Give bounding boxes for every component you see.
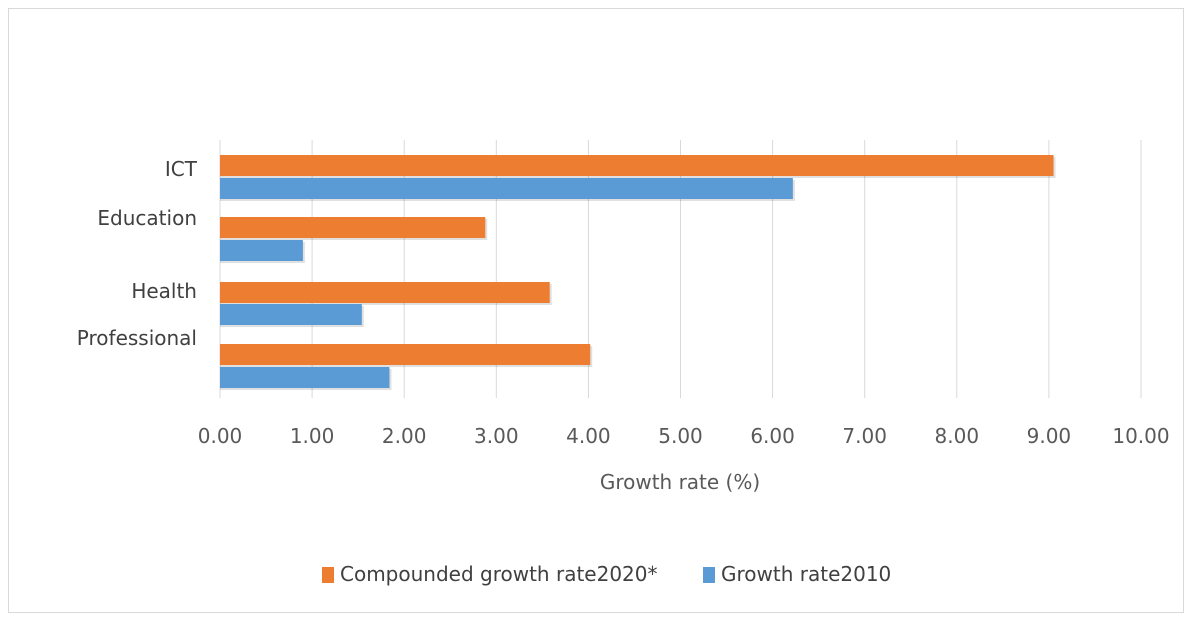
x-axis-title: Growth rate (%) <box>600 470 760 494</box>
legend-swatch-compounded <box>322 567 334 583</box>
x-tick-label: 6.00 <box>750 424 795 448</box>
legend-swatch-growth <box>703 567 715 583</box>
bar-growth-2010-professional <box>220 367 390 388</box>
x-tick-label: 1.00 <box>290 424 335 448</box>
category-label-health: Health <box>131 279 197 303</box>
category-label-education: Education <box>97 206 197 230</box>
bar-compounded-2020-ict <box>220 155 1054 176</box>
legend: Compounded growth rate2020* Growth rate2… <box>322 562 891 586</box>
x-tick-label: 9.00 <box>1027 424 1072 448</box>
x-tick-label: 7.00 <box>842 424 887 448</box>
legend-label-growth: Growth rate2010 <box>721 562 891 586</box>
bars <box>220 155 1056 390</box>
x-tick-label: 5.00 <box>658 424 703 448</box>
x-tick-label: 8.00 <box>935 424 980 448</box>
x-tick-label: 0.00 <box>198 424 243 448</box>
bar-growth-2010-education <box>220 240 303 261</box>
category-labels: ICT Education Health Professional <box>77 157 198 350</box>
chart-frame <box>8 8 1184 613</box>
bar-compounded-2020-professional <box>220 344 591 365</box>
category-label-ict: ICT <box>165 157 198 181</box>
bar-compounded-2020-health <box>220 282 550 303</box>
category-label-professional: Professional <box>77 326 197 350</box>
x-tick-labels: 0.00 1.00 2.00 3.00 4.00 5.00 6.00 7.00 8.00 9.00… <box>198 424 1170 448</box>
bar-growth-2010-ict <box>220 178 793 199</box>
bar-compounded-2020-education <box>220 217 486 238</box>
x-tick-label: 4.00 <box>566 424 611 448</box>
x-tick-label: 10.00 <box>1112 424 1169 448</box>
legend-label-compounded: Compounded growth rate2020* <box>340 562 658 586</box>
bar-growth-2010-health <box>220 304 362 325</box>
x-tick-label: 2.00 <box>382 424 427 448</box>
x-tick-label: 3.00 <box>474 424 519 448</box>
